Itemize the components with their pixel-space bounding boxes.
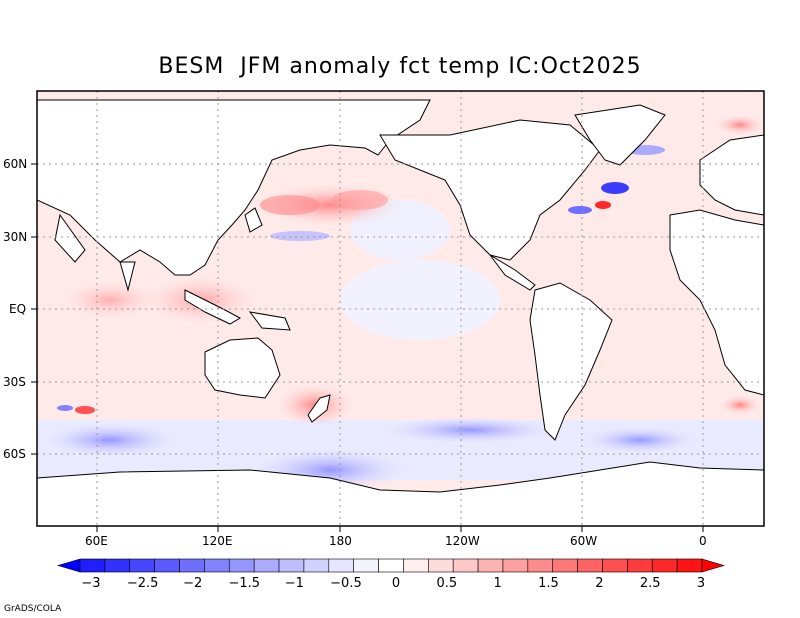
colorbar-swatch <box>228 558 255 573</box>
colorbar-tick-label: 0 <box>391 576 401 591</box>
colorbar-swatch <box>552 558 578 573</box>
colorbar-swatch <box>452 558 479 573</box>
colorbar-tick-label: −1.5 <box>228 576 261 591</box>
colorbar-swatch <box>602 558 628 573</box>
colorbar-swatch <box>79 558 106 573</box>
colorbar-swatch <box>651 558 678 573</box>
lat-label-60s: 60S <box>3 447 26 461</box>
colorbar-tick-label: 2 <box>595 576 604 591</box>
colorbar-swatch <box>328 558 354 573</box>
colorbar-swatch <box>527 558 554 573</box>
colorbar-swatch <box>129 558 155 573</box>
map-title: BESM JFM anomaly fct temp IC:Oct2025 <box>158 54 642 79</box>
colorbar-swatch <box>676 558 703 573</box>
credit-text: GrADS/COLA <box>4 604 62 614</box>
colorbar-swatch <box>253 558 280 573</box>
colorbar-swatch <box>154 558 180 573</box>
colorbar-tick-label: −0.5 <box>330 576 362 591</box>
lat-label-30n: 30N <box>3 230 28 244</box>
colorbar-arrow-min <box>56 558 81 573</box>
colorbar-tick-label: −2.5 <box>126 576 159 591</box>
lon-label-0: 0 <box>699 534 707 548</box>
colorbar-swatch <box>477 558 504 573</box>
colorbar-swatch <box>303 558 330 573</box>
colorbar-swatch <box>278 558 305 573</box>
colorbar-swatch <box>353 558 379 573</box>
lat-label-60n: 60N <box>3 157 28 171</box>
colorbar-swatch <box>502 558 529 573</box>
lon-label-60e: 60E <box>85 534 108 548</box>
colorbar-tick-label: 1.5 <box>538 576 559 591</box>
colorbar-arrow-max <box>701 558 726 573</box>
colorbar-tick-label: 0.5 <box>436 576 458 591</box>
graticule <box>37 91 764 526</box>
colorbar-swatch <box>428 558 454 573</box>
colorbar-swatch <box>403 558 429 573</box>
lat-label-eq: EQ <box>9 302 27 316</box>
colorbar-swatch <box>378 558 404 573</box>
lon-label-180: 180 <box>329 534 352 548</box>
colorbar-swatch <box>104 558 131 573</box>
colorbar-swatch <box>204 558 230 573</box>
lat-label-30s: 30S <box>3 375 26 389</box>
colorbar-tick-label: −2 <box>183 576 203 591</box>
colorbar-swatch <box>627 558 653 573</box>
lon-label-120e: 120E <box>202 534 233 548</box>
colorbar-tick-label: 1 <box>493 576 502 591</box>
colorbar-tick-label: 3 <box>696 576 706 591</box>
colorbar-swatch <box>179 558 205 573</box>
lon-label-120w: 120W <box>445 534 480 548</box>
colorbar <box>56 558 726 573</box>
lon-label-60w: 60W <box>570 534 598 548</box>
colorbar-tick-label: −3 <box>81 576 101 591</box>
colorbar-tick-label: −1 <box>284 576 304 591</box>
colorbar-swatch <box>577 558 603 573</box>
colorbar-tick-label: 2.5 <box>639 576 661 591</box>
